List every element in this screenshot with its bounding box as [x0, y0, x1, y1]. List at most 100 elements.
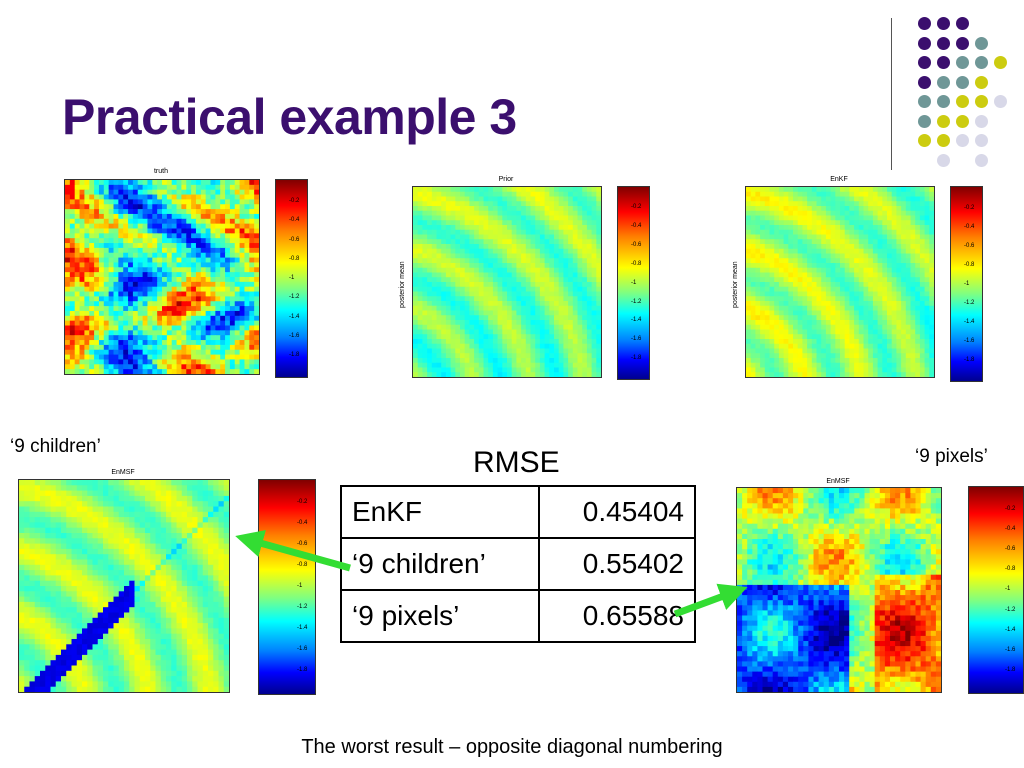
colorbar-tick-label: -0.4 [631, 223, 642, 230]
children-colorbar: -0.2 -0.4 -0.6 -0.8 -1 -1.2 -1.4 -1.6 -1.8 [258, 479, 316, 695]
colorbar-tick-label: -1.6 [1005, 646, 1016, 653]
colorbar-tick-label: -1.6 [297, 646, 308, 653]
pixels-map-title: EnMSF [826, 478, 850, 485]
colorbar-tick-label: -0.2 [297, 499, 308, 506]
decorative-dot [975, 36, 988, 50]
decorative-dot [937, 134, 950, 147]
colorbar-tick-label: -1 [631, 279, 637, 286]
colorbar-tick-label: -1.2 [289, 294, 300, 301]
colorbar-tick-label: -0.6 [631, 242, 642, 249]
decorative-dot [937, 75, 950, 89]
colorbar-tick-label: -1.8 [1005, 667, 1016, 674]
decorative-dot [975, 95, 988, 108]
colorbar-tick-label: -0.8 [297, 562, 308, 569]
decorative-dot [937, 56, 950, 69]
arrow-to-pixels-map [673, 583, 748, 618]
decorative-divider [891, 18, 892, 170]
pixels-colorbar: -0.2 -0.4 -0.6 -0.8 -1 -1.2 -1.4 -1.6 -1.8 [968, 486, 1024, 694]
colorbar-tick-label: -1 [297, 583, 303, 590]
colorbar-tick-label: -1.6 [289, 333, 300, 340]
decorative-dot [937, 153, 950, 167]
colorbar-tick-label: -1.4 [289, 313, 300, 320]
decorative-dot [956, 17, 969, 30]
slide-title: Practical example 3 [62, 89, 517, 145]
decorative-dot [937, 95, 950, 108]
colorbar-tick-label: -0.4 [964, 223, 975, 230]
decorative-dot [918, 56, 931, 69]
enkf-map [745, 186, 935, 378]
colorbar-tick-label: -0.4 [289, 217, 300, 224]
decorative-dot [956, 114, 969, 128]
colorbar-tick-label: -1 [289, 275, 295, 282]
enkf-colorbar: -0.2 -0.4 -0.6 -0.8 -1 -1.2 -1.4 -1.6 -1.8 [950, 186, 983, 382]
decorative-dot [956, 56, 969, 69]
colorbar-tick-label: -1.2 [631, 298, 642, 305]
decorative-dot [975, 114, 988, 128]
decorative-dot [975, 153, 988, 167]
colorbar-tick-label: -1.4 [964, 318, 975, 325]
colorbar-tick-label: -1.4 [297, 625, 308, 632]
prior-map [412, 186, 602, 378]
rmse-value-cell: 0.45404 [538, 485, 696, 539]
heatmap-image [413, 187, 601, 377]
colorbar-tick-label: -0.8 [1005, 566, 1016, 573]
colorbar-tick-label: -1.6 [631, 336, 642, 343]
prior-map-title: Prior [498, 176, 514, 183]
rmse-method-cell: ‘9 children’ [340, 537, 540, 591]
pixels-label: ‘9 pixels’ [915, 446, 988, 467]
heatmap-image [19, 480, 229, 692]
truth-map [64, 179, 260, 375]
decorative-dot [937, 114, 950, 128]
prior-colorbar: -0.2 -0.4 -0.6 -0.8 -1 -1.2 -1.4 -1.6 -1.8 [617, 186, 650, 380]
decorative-dot [918, 36, 931, 50]
colorbar-tick-label: -1 [1005, 586, 1011, 593]
rmse-method-cell: EnKF [340, 485, 540, 539]
decorative-dot [937, 17, 950, 30]
rmse-value-cell: 0.65588 [538, 589, 696, 643]
colorbar-tick-label: -1.2 [297, 604, 308, 611]
colorbar-tick-label: -1.4 [1005, 626, 1016, 633]
colorbar-tick-label: -0.4 [297, 520, 308, 527]
colorbar-tick-label: -1.8 [289, 352, 300, 359]
arrow-to-children-map [235, 530, 351, 572]
pixels-map [736, 487, 942, 693]
colorbar-tick-label: -0.2 [1005, 505, 1016, 512]
colorbar-tick-label: -1.8 [631, 355, 642, 361]
colorbar-tick-label: -1.2 [964, 299, 975, 306]
table-row: EnKF 0.45404 [340, 485, 696, 539]
decorative-dot [975, 75, 988, 89]
truth-colorbar: -0.2 -0.4 -0.6 -0.8 -1 -1.2 -1.4 -1.6 -1.8 [275, 179, 308, 378]
rmse-title: RMSE [473, 446, 560, 479]
rmse-value-cell: 0.55402 [538, 537, 696, 591]
colorbar-tick-label: -1 [964, 280, 970, 287]
decorative-dot [975, 56, 988, 69]
rmse-table: EnKF 0.45404 ‘9 children’ 0.55402 ‘9 pix… [340, 485, 696, 643]
decorative-dot [918, 75, 931, 89]
colorbar-tick-label: -1.4 [631, 317, 642, 324]
rmse-method-cell: ‘9 pixels’ [340, 589, 540, 643]
table-row: ‘9 children’ 0.55402 [340, 537, 696, 591]
decorative-dot [956, 134, 969, 147]
colorbar-tick-label: -1.2 [1005, 606, 1016, 613]
heatmap-image [737, 488, 941, 692]
decorative-dot [918, 17, 931, 30]
colorbar-tick-label: -1.6 [964, 337, 975, 344]
decorative-dot [918, 114, 931, 128]
colorbar-tick-label: -0.2 [289, 197, 300, 204]
children-label: ‘9 children’ [10, 436, 101, 457]
colorbar-tick-label: -0.8 [289, 255, 300, 262]
children-map-title: EnMSF [111, 469, 135, 476]
colorbar-tick-label: -0.6 [964, 242, 975, 249]
decorative-dot [956, 75, 969, 89]
decorative-dot [937, 36, 950, 50]
table-row: ‘9 pixels’ 0.65588 [340, 589, 696, 643]
slide-caption: The worst result – opposite diagonal num… [301, 736, 723, 758]
truth-map-title: truth [153, 168, 168, 175]
decorative-dot [994, 56, 1007, 69]
colorbar-tick-label: -0.8 [964, 261, 975, 268]
colorbar-tick-label: -0.6 [289, 236, 300, 243]
colorbar-tick-label: -0.2 [964, 204, 975, 211]
colorbar-tick-label: -0.8 [631, 260, 642, 267]
decorative-dot [918, 95, 931, 108]
decorative-dot [918, 134, 931, 147]
